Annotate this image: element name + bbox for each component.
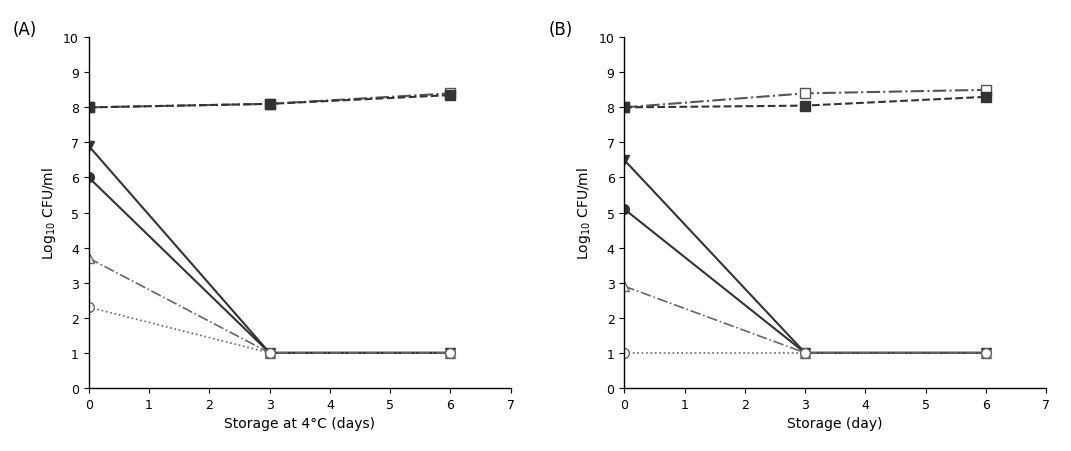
- X-axis label: Storage (day): Storage (day): [787, 416, 883, 430]
- Text: (B): (B): [548, 21, 573, 39]
- Text: (A): (A): [13, 21, 37, 39]
- X-axis label: Storage at 4°C (days): Storage at 4°C (days): [224, 416, 375, 430]
- Y-axis label: Log$_{10}$ CFU/ml: Log$_{10}$ CFU/ml: [575, 167, 593, 259]
- Y-axis label: Log$_{10}$ CFU/ml: Log$_{10}$ CFU/ml: [40, 167, 58, 259]
